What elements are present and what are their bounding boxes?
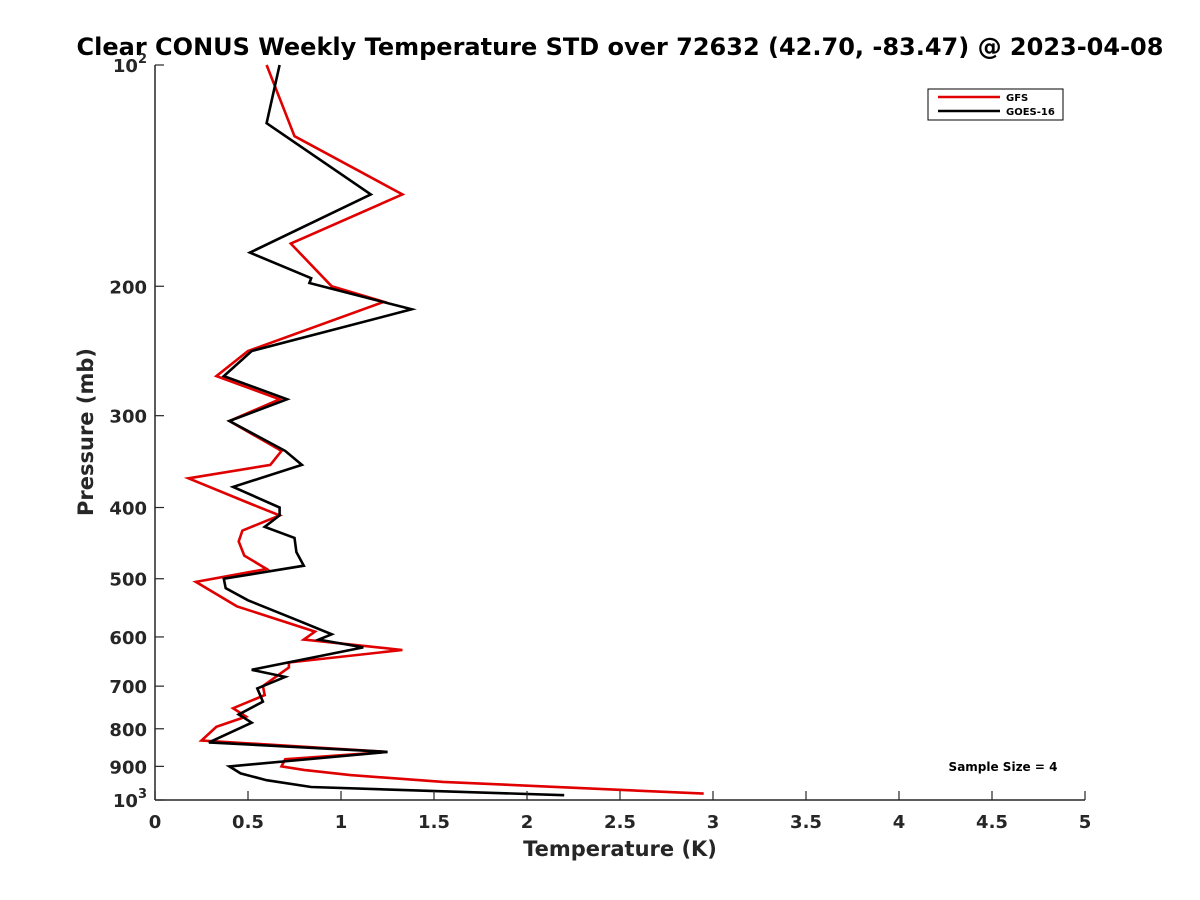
x-tick-label: 1 <box>335 812 348 833</box>
series-layer <box>183 64 704 797</box>
x-tick-label: 0.5 <box>232 812 264 833</box>
y-axis-label: Pressure (mb) <box>74 348 98 516</box>
y-tick-label-exponent: 3 <box>138 787 147 802</box>
y-tick-label: 200 <box>109 277 147 298</box>
x-tick-label: 3.5 <box>790 812 822 833</box>
x-tick-label: 1.5 <box>418 812 450 833</box>
y-tick-label: 900 <box>109 757 147 778</box>
y-tick-label: 300 <box>109 407 147 428</box>
y-tick-label: 103 <box>113 787 147 812</box>
x-tick-label: 2.5 <box>604 812 636 833</box>
chart-title: Clear CONUS Weekly Temperature STD over … <box>77 33 1164 61</box>
series-line-goes-16 <box>208 64 565 797</box>
x-tick-label: 5 <box>1079 812 1092 833</box>
x-tick-label: 2 <box>521 812 534 833</box>
x-axis-ticks: 0 0.5 1 1.5 2 2.5 3 3.5 4 4.5 5 <box>149 791 1092 833</box>
x-tick-label: 3 <box>707 812 720 833</box>
y-tick-label-base: 10 <box>113 791 138 812</box>
sample-size-annotation: Sample Size = 4 <box>949 760 1058 774</box>
x-axis-label: Temperature (K) <box>523 837 717 861</box>
y-tick-label: 500 <box>109 570 147 591</box>
x-tick-label: 0 <box>149 812 162 833</box>
legend-label-goes-16: GOES-16 <box>1006 107 1055 118</box>
legend: GFS GOES-16 <box>927 88 1064 121</box>
y-tick-label: 102 <box>113 52 147 77</box>
legend-label-gfs: GFS <box>1006 93 1028 104</box>
y-tick-label: 800 <box>109 720 147 741</box>
y-tick-label-exponent: 2 <box>138 52 147 67</box>
y-tick-label: 700 <box>109 677 147 698</box>
plot-area <box>155 65 1085 800</box>
x-tick-label: 4 <box>893 812 906 833</box>
y-tick-label: 600 <box>109 628 147 649</box>
legend-box <box>927 88 1064 121</box>
y-tick-label-base: 10 <box>113 56 138 77</box>
x-tick-label: 4.5 <box>976 812 1008 833</box>
y-tick-label: 400 <box>109 499 147 520</box>
